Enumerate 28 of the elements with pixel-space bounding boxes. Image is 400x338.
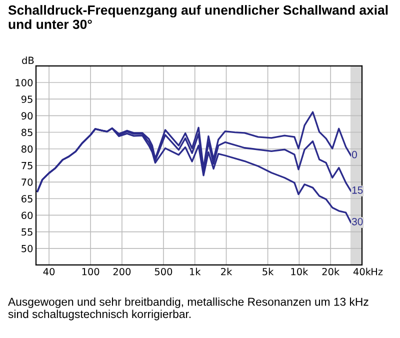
- x-axis-title: Hz: [372, 268, 383, 276]
- x-tick-label: 40k: [353, 268, 371, 276]
- series-label: 0: [352, 150, 357, 158]
- x-tick-label: 5k: [262, 268, 274, 276]
- series-label: 15: [352, 186, 363, 194]
- x-tick-label: 10k: [291, 268, 308, 276]
- x-tick-label: 1k: [190, 268, 201, 276]
- x-tick-label: 200: [113, 268, 131, 276]
- y-tick-label: 95: [21, 96, 32, 103]
- y-tick-label: 90: [21, 112, 33, 120]
- x-tick-label: 500: [154, 268, 172, 276]
- x-tick-label: 20k: [322, 268, 340, 276]
- y-tick-label: 75: [22, 162, 32, 170]
- y-tick-label: 50: [22, 244, 33, 252]
- x-tick-label: 2k: [221, 268, 232, 276]
- y-tick-label: 100: [16, 78, 33, 86]
- y-tick-label: 65: [22, 195, 32, 202]
- text: Ausgewogen und sehr breitbandig, metallische Resonanzen um 13 kHz sind schaltugstechnisch korrigierbar.: [8, 297, 368, 320]
- y-tick-label: 80: [22, 145, 33, 153]
- y-tick-label: 85: [22, 128, 32, 136]
- series-label: 30: [352, 218, 363, 226]
- y-tick-label: 60: [22, 212, 33, 220]
- y-tick-label: 70: [22, 178, 33, 186]
- x-tick-label: 40: [43, 268, 55, 276]
- y-tick-label: 55: [22, 228, 32, 236]
- chart-title: Schalldruck-Frequenzgang auf unendlicher Schallwand axial und unter 30°: [8, 5, 388, 30]
- y-axis-title: dB: [22, 56, 34, 64]
- x-tick-label: 100: [82, 268, 100, 276]
